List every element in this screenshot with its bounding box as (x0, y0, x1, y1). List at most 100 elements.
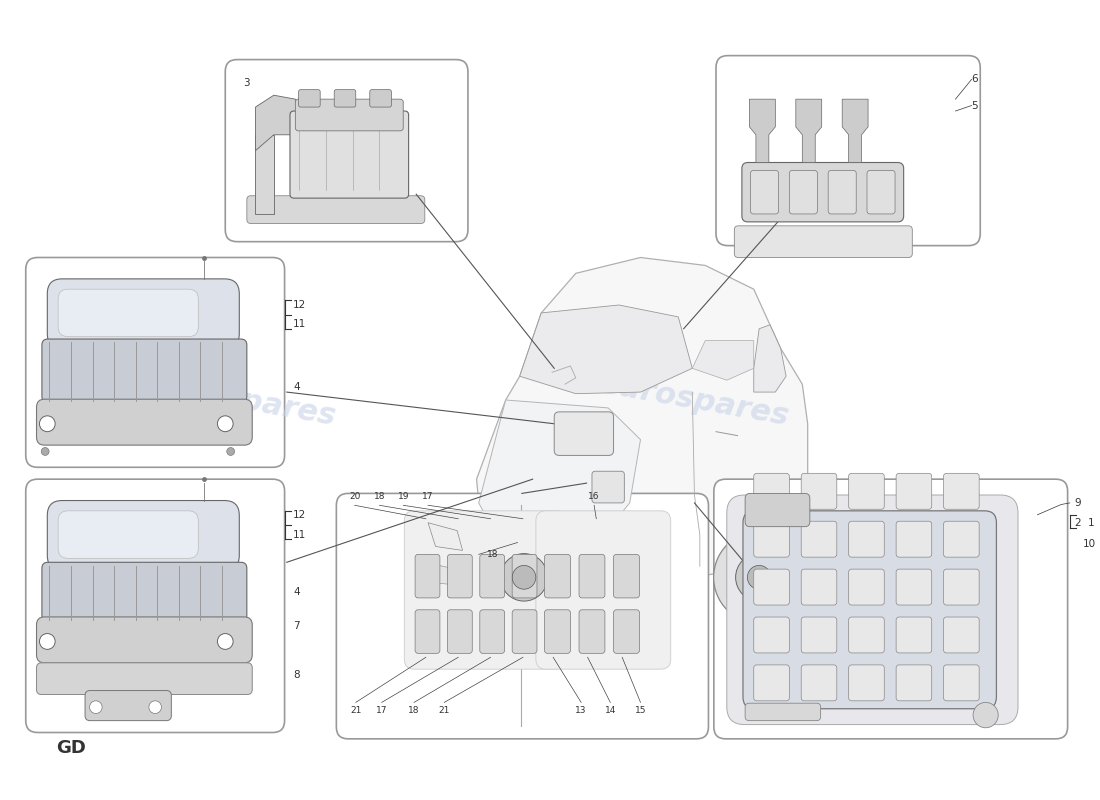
FancyBboxPatch shape (754, 665, 790, 701)
Text: 6: 6 (971, 74, 978, 84)
Circle shape (89, 701, 102, 714)
FancyBboxPatch shape (42, 562, 246, 622)
FancyBboxPatch shape (754, 617, 790, 653)
FancyBboxPatch shape (828, 170, 856, 214)
FancyBboxPatch shape (405, 511, 566, 669)
FancyBboxPatch shape (745, 494, 810, 526)
FancyBboxPatch shape (42, 339, 246, 402)
Circle shape (974, 702, 998, 728)
Text: 11: 11 (294, 319, 307, 329)
FancyBboxPatch shape (544, 554, 571, 598)
FancyBboxPatch shape (448, 610, 472, 654)
FancyBboxPatch shape (735, 226, 912, 258)
FancyBboxPatch shape (58, 289, 198, 337)
FancyBboxPatch shape (754, 474, 790, 510)
FancyBboxPatch shape (896, 665, 932, 701)
FancyBboxPatch shape (480, 554, 505, 598)
FancyBboxPatch shape (334, 90, 355, 107)
FancyBboxPatch shape (849, 569, 884, 605)
FancyBboxPatch shape (614, 554, 639, 598)
FancyBboxPatch shape (58, 511, 198, 558)
FancyBboxPatch shape (742, 511, 997, 709)
Text: 3: 3 (243, 78, 250, 88)
FancyBboxPatch shape (592, 471, 625, 503)
FancyBboxPatch shape (849, 522, 884, 557)
FancyBboxPatch shape (480, 610, 505, 654)
Polygon shape (478, 400, 640, 550)
Text: 4: 4 (294, 382, 300, 392)
Text: 18: 18 (487, 550, 499, 559)
FancyBboxPatch shape (544, 610, 571, 654)
Polygon shape (754, 325, 786, 392)
FancyBboxPatch shape (36, 663, 252, 694)
FancyBboxPatch shape (849, 474, 884, 510)
Text: 5: 5 (971, 101, 978, 110)
Text: 21: 21 (439, 706, 450, 715)
Polygon shape (425, 258, 807, 598)
Text: 21: 21 (350, 706, 362, 715)
FancyBboxPatch shape (944, 617, 979, 653)
Text: 10: 10 (1082, 539, 1096, 549)
Text: 11: 11 (294, 530, 307, 539)
Circle shape (41, 447, 50, 455)
FancyBboxPatch shape (36, 399, 252, 445)
FancyBboxPatch shape (579, 610, 605, 654)
FancyBboxPatch shape (741, 162, 904, 222)
Circle shape (477, 530, 571, 625)
Circle shape (218, 634, 233, 650)
FancyBboxPatch shape (47, 501, 240, 570)
FancyBboxPatch shape (25, 479, 285, 733)
Text: 1: 1 (1088, 518, 1094, 528)
Text: 19: 19 (397, 492, 409, 502)
Circle shape (218, 416, 233, 432)
FancyBboxPatch shape (896, 474, 932, 510)
Circle shape (747, 566, 771, 590)
FancyBboxPatch shape (896, 522, 932, 557)
Text: 4: 4 (294, 586, 300, 597)
FancyBboxPatch shape (727, 495, 1018, 725)
Polygon shape (795, 99, 822, 162)
Text: 17: 17 (422, 492, 433, 502)
FancyBboxPatch shape (801, 617, 837, 653)
FancyBboxPatch shape (896, 569, 932, 605)
Circle shape (513, 566, 536, 590)
FancyBboxPatch shape (754, 569, 790, 605)
FancyBboxPatch shape (296, 99, 404, 131)
FancyBboxPatch shape (36, 617, 252, 663)
FancyBboxPatch shape (513, 610, 537, 654)
FancyBboxPatch shape (790, 170, 817, 214)
FancyBboxPatch shape (716, 56, 980, 246)
FancyBboxPatch shape (298, 90, 320, 107)
FancyBboxPatch shape (448, 554, 472, 598)
Circle shape (227, 447, 234, 455)
FancyBboxPatch shape (47, 279, 240, 349)
FancyBboxPatch shape (579, 554, 605, 598)
Polygon shape (692, 341, 754, 380)
FancyBboxPatch shape (614, 610, 639, 654)
FancyBboxPatch shape (226, 59, 468, 242)
Polygon shape (749, 99, 775, 162)
Text: 12: 12 (294, 510, 307, 520)
FancyBboxPatch shape (370, 90, 392, 107)
Text: 17: 17 (376, 706, 387, 715)
Text: 15: 15 (635, 706, 647, 715)
FancyBboxPatch shape (714, 479, 1068, 739)
FancyBboxPatch shape (867, 170, 895, 214)
Text: 7: 7 (294, 621, 300, 630)
Text: 20: 20 (349, 492, 361, 502)
FancyBboxPatch shape (801, 474, 837, 510)
Circle shape (40, 416, 55, 432)
FancyBboxPatch shape (415, 610, 440, 654)
Text: 16: 16 (588, 492, 600, 502)
Text: 18: 18 (408, 706, 420, 715)
Circle shape (148, 701, 162, 714)
Polygon shape (255, 134, 274, 214)
Circle shape (500, 554, 548, 601)
Text: 9: 9 (1074, 498, 1080, 508)
FancyBboxPatch shape (849, 665, 884, 701)
FancyBboxPatch shape (85, 690, 172, 721)
Polygon shape (428, 522, 462, 550)
FancyBboxPatch shape (849, 617, 884, 653)
Circle shape (40, 634, 55, 650)
Polygon shape (255, 95, 300, 150)
